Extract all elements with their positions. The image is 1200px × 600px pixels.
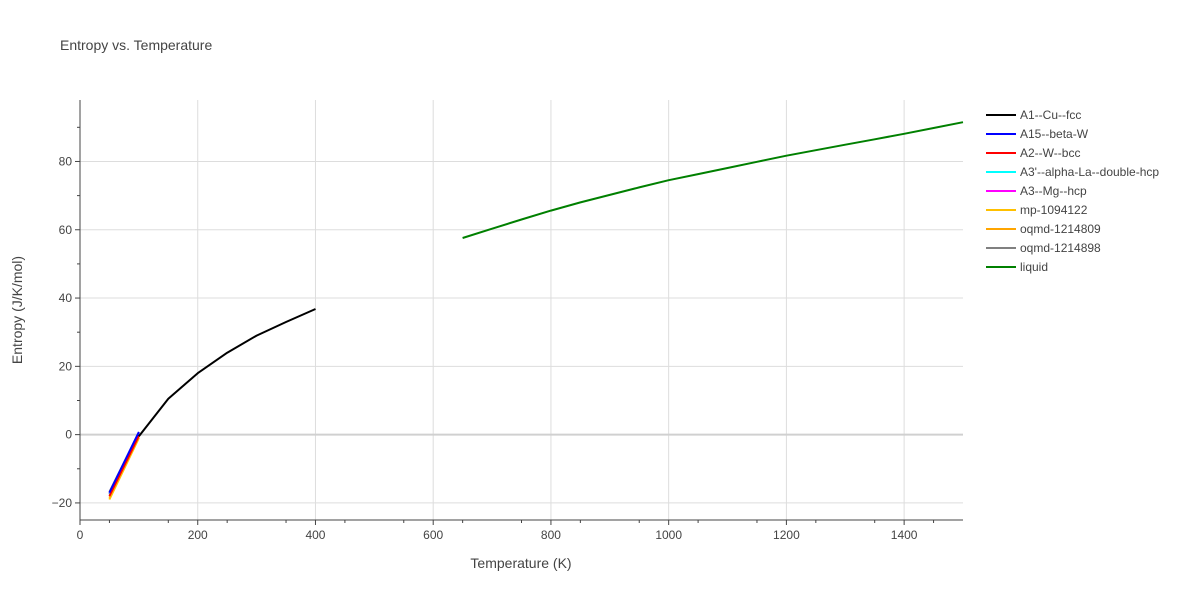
x-axis-title: Temperature (K) bbox=[470, 555, 571, 571]
series-lines bbox=[108, 121, 964, 500]
x-tick-label: 400 bbox=[305, 528, 325, 542]
series-line-mp-1094122 bbox=[108, 437, 140, 500]
series-line-a2-w-bcc bbox=[108, 435, 140, 497]
grid-lines bbox=[80, 100, 963, 520]
y-tick-label: 20 bbox=[59, 359, 73, 373]
x-tick-label: 1000 bbox=[655, 528, 682, 542]
series-line-a1-cu-fcc bbox=[138, 308, 316, 437]
y-tick-label: 60 bbox=[59, 223, 73, 237]
legend-label: A2--W--bcc bbox=[1020, 146, 1080, 160]
legend-label: A1--Cu--fcc bbox=[1020, 108, 1081, 122]
x-tick-label: 1400 bbox=[891, 528, 918, 542]
series-line-liquid bbox=[462, 121, 964, 239]
legend: A1--Cu--fcc A15--beta-W A2--W--bcc A3'--alp… bbox=[986, 108, 1159, 274]
legend-label: liquid bbox=[1020, 260, 1048, 274]
legend-label: A3--Mg--hcp bbox=[1020, 184, 1087, 198]
x-tick-label: 800 bbox=[541, 528, 561, 542]
legend-label: oqmd-1214898 bbox=[1020, 241, 1101, 255]
y-axis-title: Entropy (J/K/mol) bbox=[9, 256, 25, 364]
legend-label: A15--beta-W bbox=[1020, 127, 1089, 141]
legend-label: A3'--alpha-La--double-hcp bbox=[1020, 165, 1159, 179]
tick-labels: 0 200 400 600 800 1000 1200 1400 −20 0 20 40 60 80 bbox=[52, 154, 918, 542]
x-tick-label: 600 bbox=[423, 528, 443, 542]
x-tick-label: 200 bbox=[188, 528, 208, 542]
y-tick-label: 80 bbox=[59, 154, 73, 168]
chart-title: Entropy vs. Temperature bbox=[60, 37, 212, 53]
y-tick-label: −20 bbox=[52, 496, 73, 510]
series-line-a15-beta-w bbox=[108, 431, 140, 494]
x-tick-label: 1200 bbox=[773, 528, 800, 542]
legend-label: mp-1094122 bbox=[1020, 203, 1088, 217]
y-tick-label: 0 bbox=[65, 428, 72, 442]
y-tick-label: 40 bbox=[59, 291, 73, 305]
legend-label: oqmd-1214809 bbox=[1020, 222, 1101, 236]
x-tick-label: 0 bbox=[77, 528, 84, 542]
axes bbox=[75, 100, 963, 525]
